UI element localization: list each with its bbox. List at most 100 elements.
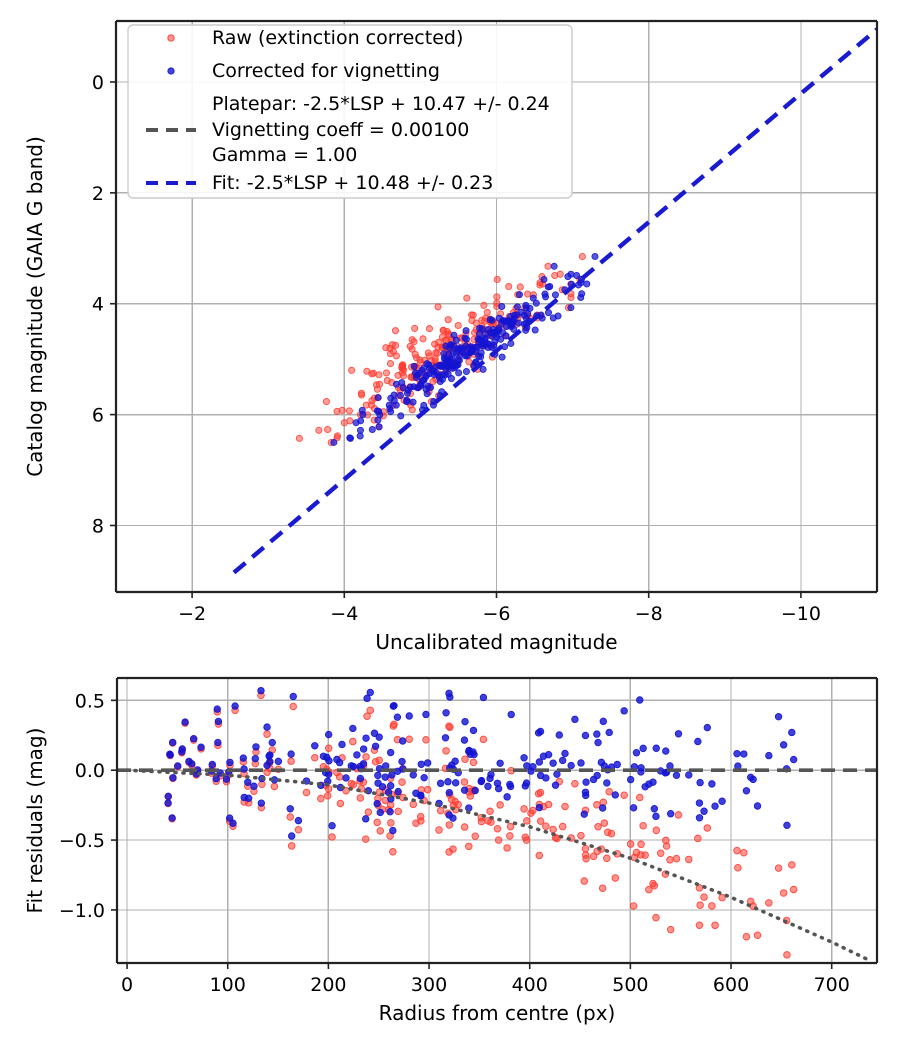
data-point-corrected bbox=[475, 352, 483, 360]
data-point-corrected bbox=[522, 326, 530, 334]
data-point-corrected bbox=[567, 270, 575, 278]
data-point-raw bbox=[551, 271, 559, 280]
residual-point-corrected bbox=[389, 702, 398, 710]
data-point-corrected bbox=[488, 316, 496, 324]
data-point-corrected bbox=[368, 426, 376, 434]
residual-point-raw bbox=[753, 931, 762, 940]
data-point-corrected bbox=[490, 341, 498, 349]
residual-point-raw bbox=[460, 778, 469, 786]
residual-point-corrected bbox=[420, 773, 428, 782]
residual-point-corrected bbox=[582, 778, 590, 786]
residual-point-raw bbox=[536, 817, 545, 825]
residual-point-raw bbox=[366, 706, 375, 715]
residual-point-raw bbox=[656, 849, 665, 857]
data-point-corrected bbox=[346, 434, 354, 442]
data-point-corrected bbox=[463, 352, 471, 360]
residual-point-corrected bbox=[409, 771, 417, 779]
residuals-plot-background bbox=[117, 678, 877, 963]
residual-point-corrected bbox=[386, 782, 395, 790]
residual-point-raw bbox=[788, 861, 796, 869]
residual-point-corrected bbox=[442, 709, 450, 717]
residual-point-corrected bbox=[496, 759, 504, 767]
residual-point-raw bbox=[471, 832, 479, 841]
residual-point-raw bbox=[373, 818, 381, 827]
residual-point-corrected bbox=[535, 803, 544, 812]
legend-label-corrected: Corrected for vignetting bbox=[212, 60, 440, 82]
residual-point-corrected bbox=[613, 760, 621, 769]
yaxis-title: Catalog magnitude (GAIA G band) bbox=[23, 136, 47, 477]
residual-point-raw bbox=[445, 821, 454, 829]
residual-point-corrected bbox=[567, 761, 575, 770]
data-point-corrected bbox=[573, 271, 581, 279]
data-point-raw bbox=[429, 377, 437, 386]
data-point-corrected bbox=[540, 275, 548, 283]
residual-point-raw bbox=[287, 757, 295, 765]
residual-point-corrected bbox=[257, 686, 265, 695]
residual-point-corrected bbox=[225, 814, 234, 822]
residual-point-corrected bbox=[626, 775, 635, 784]
residual-point-corrected bbox=[342, 774, 350, 782]
residual-point-raw bbox=[484, 817, 492, 825]
data-point-corrected bbox=[469, 344, 477, 352]
residual-point-raw bbox=[694, 834, 702, 843]
data-point-corrected bbox=[549, 314, 557, 322]
data-point-raw bbox=[480, 301, 488, 309]
data-point-raw bbox=[433, 349, 441, 357]
residual-point-raw bbox=[412, 819, 420, 827]
data-point-corrected bbox=[529, 294, 537, 302]
residual-point-raw bbox=[349, 737, 357, 746]
residual-point-raw bbox=[734, 864, 742, 872]
data-point-raw bbox=[392, 341, 400, 349]
residual-point-raw bbox=[645, 885, 653, 894]
residual-point-raw bbox=[317, 794, 325, 803]
data-point-corrected bbox=[330, 438, 338, 446]
residual-point-corrected bbox=[325, 757, 333, 765]
data-point-corrected bbox=[424, 382, 432, 390]
residual-point-raw bbox=[503, 844, 511, 852]
residual-point-raw bbox=[270, 782, 279, 791]
data-point-raw bbox=[468, 311, 476, 319]
data-point-raw bbox=[372, 381, 381, 389]
residual-point-raw bbox=[416, 812, 425, 821]
residual-point-corrected bbox=[347, 762, 355, 770]
residual-point-raw bbox=[347, 779, 356, 788]
data-point-raw bbox=[424, 349, 432, 357]
data-point-corrected bbox=[423, 360, 431, 368]
residual-point-corrected bbox=[229, 819, 237, 827]
residual-point-corrected bbox=[696, 778, 704, 787]
residual-point-corrected bbox=[484, 782, 492, 791]
residual-point-corrected bbox=[257, 799, 266, 807]
residual-point-corrected bbox=[558, 756, 567, 765]
data-point-raw bbox=[578, 252, 586, 261]
residual-point-corrected bbox=[208, 760, 216, 769]
residual-point-corrected bbox=[589, 775, 598, 784]
data-point-corrected bbox=[448, 355, 456, 363]
residual-point-corrected bbox=[324, 730, 333, 739]
legend-label-vignetting-coeff: Vignetting coeff = 0.00100 bbox=[212, 119, 469, 141]
data-point-corrected bbox=[453, 361, 461, 369]
data-point-raw bbox=[345, 407, 353, 415]
vignetting-model-curve bbox=[125, 768, 874, 963]
residual-point-corrected bbox=[553, 770, 561, 778]
legend-label-raw: Raw (extinction corrected) bbox=[212, 27, 463, 49]
residual-point-raw bbox=[376, 827, 385, 835]
data-point-corrected bbox=[498, 353, 506, 361]
residual-point-corrected bbox=[398, 757, 406, 766]
residual-point-raw bbox=[639, 821, 647, 830]
data-point-corrected bbox=[455, 369, 463, 377]
data-point-corrected bbox=[532, 299, 540, 307]
residual-point-raw bbox=[496, 801, 504, 809]
residual-point-raw bbox=[605, 787, 613, 796]
residual-point-corrected bbox=[582, 791, 590, 800]
residual-point-corrected bbox=[335, 758, 344, 767]
residual-point-corrected bbox=[788, 728, 796, 737]
residual-point-corrected bbox=[274, 757, 283, 766]
data-point-corrected bbox=[420, 401, 428, 409]
data-point-corrected bbox=[440, 354, 448, 362]
residual-point-corrected bbox=[446, 693, 454, 701]
data-point-corrected bbox=[385, 401, 393, 409]
data-point-corrected bbox=[452, 349, 460, 357]
residual-point-corrected bbox=[363, 694, 371, 703]
residual-point-corrected bbox=[666, 810, 675, 818]
residual-point-raw bbox=[593, 801, 601, 809]
